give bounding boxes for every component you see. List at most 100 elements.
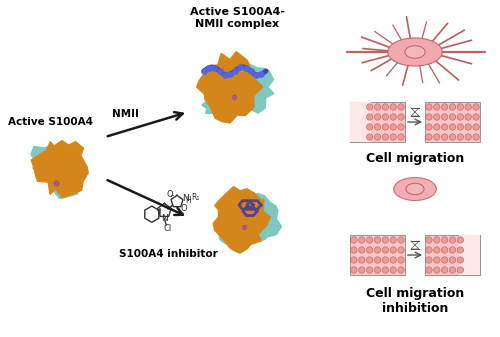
FancyBboxPatch shape: [459, 235, 480, 275]
Circle shape: [374, 257, 380, 263]
Polygon shape: [226, 59, 274, 113]
Circle shape: [450, 247, 456, 253]
Circle shape: [442, 267, 448, 273]
Circle shape: [398, 134, 404, 140]
Circle shape: [398, 237, 404, 243]
Circle shape: [358, 257, 365, 263]
Circle shape: [382, 257, 388, 263]
Circle shape: [358, 267, 365, 273]
Circle shape: [450, 114, 456, 120]
Ellipse shape: [405, 46, 425, 58]
Text: Active S100A4: Active S100A4: [8, 117, 93, 127]
Circle shape: [450, 104, 456, 110]
Text: R₁: R₁: [192, 193, 200, 202]
Text: O: O: [166, 190, 173, 199]
Circle shape: [442, 257, 448, 263]
Circle shape: [426, 104, 432, 110]
Circle shape: [473, 104, 480, 110]
Circle shape: [374, 134, 380, 140]
Circle shape: [426, 267, 432, 273]
Text: NMII: NMII: [112, 109, 139, 119]
Circle shape: [457, 134, 464, 140]
Polygon shape: [220, 226, 244, 244]
Circle shape: [442, 114, 448, 120]
FancyBboxPatch shape: [350, 102, 405, 142]
Circle shape: [366, 104, 373, 110]
Polygon shape: [196, 52, 263, 123]
Circle shape: [434, 114, 440, 120]
Circle shape: [390, 124, 396, 130]
Circle shape: [473, 114, 480, 120]
Circle shape: [374, 247, 380, 253]
Circle shape: [465, 134, 471, 140]
Circle shape: [382, 237, 388, 243]
Circle shape: [398, 124, 404, 130]
Circle shape: [366, 257, 373, 263]
Circle shape: [350, 267, 357, 273]
Text: Active S100A4-
NMII complex: Active S100A4- NMII complex: [190, 7, 284, 29]
Text: O: O: [181, 204, 188, 213]
Circle shape: [434, 267, 440, 273]
Circle shape: [398, 257, 404, 263]
Circle shape: [390, 134, 396, 140]
Circle shape: [382, 247, 388, 253]
Circle shape: [350, 247, 357, 253]
Circle shape: [434, 237, 440, 243]
Text: S100A4 inhibitor: S100A4 inhibitor: [118, 249, 218, 259]
Polygon shape: [53, 177, 80, 198]
Polygon shape: [213, 187, 270, 253]
Circle shape: [450, 257, 456, 263]
Circle shape: [465, 124, 471, 130]
Circle shape: [457, 237, 464, 243]
Circle shape: [382, 134, 388, 140]
Circle shape: [398, 114, 404, 120]
Circle shape: [457, 257, 464, 263]
FancyBboxPatch shape: [425, 102, 480, 142]
Circle shape: [465, 104, 471, 110]
Circle shape: [465, 114, 471, 120]
Circle shape: [374, 267, 380, 273]
Ellipse shape: [406, 183, 424, 195]
Circle shape: [473, 134, 480, 140]
Circle shape: [398, 267, 404, 273]
Polygon shape: [31, 145, 76, 181]
Circle shape: [434, 257, 440, 263]
Circle shape: [382, 114, 388, 120]
Circle shape: [366, 124, 373, 130]
Circle shape: [366, 134, 373, 140]
Circle shape: [450, 124, 456, 130]
Circle shape: [382, 104, 388, 110]
Circle shape: [426, 114, 432, 120]
Circle shape: [457, 124, 464, 130]
Circle shape: [457, 267, 464, 273]
Circle shape: [398, 104, 404, 110]
Circle shape: [426, 257, 432, 263]
Circle shape: [473, 124, 480, 130]
Circle shape: [434, 104, 440, 110]
Circle shape: [457, 114, 464, 120]
Circle shape: [442, 247, 448, 253]
Ellipse shape: [394, 178, 436, 201]
Circle shape: [382, 124, 388, 130]
Text: N: N: [161, 214, 168, 223]
Circle shape: [358, 237, 365, 243]
Circle shape: [457, 247, 464, 253]
FancyBboxPatch shape: [425, 235, 480, 275]
FancyBboxPatch shape: [350, 235, 405, 275]
Circle shape: [398, 247, 404, 253]
Circle shape: [450, 134, 456, 140]
Circle shape: [442, 124, 448, 130]
Text: Cell migration: Cell migration: [366, 152, 464, 165]
Polygon shape: [202, 94, 234, 117]
Circle shape: [434, 124, 440, 130]
Polygon shape: [32, 141, 88, 198]
Circle shape: [390, 257, 396, 263]
Circle shape: [426, 124, 432, 130]
Circle shape: [382, 267, 388, 273]
Circle shape: [366, 114, 373, 120]
Circle shape: [426, 134, 432, 140]
Circle shape: [457, 104, 464, 110]
Text: N: N: [182, 194, 188, 204]
Circle shape: [390, 267, 396, 273]
Circle shape: [374, 124, 380, 130]
